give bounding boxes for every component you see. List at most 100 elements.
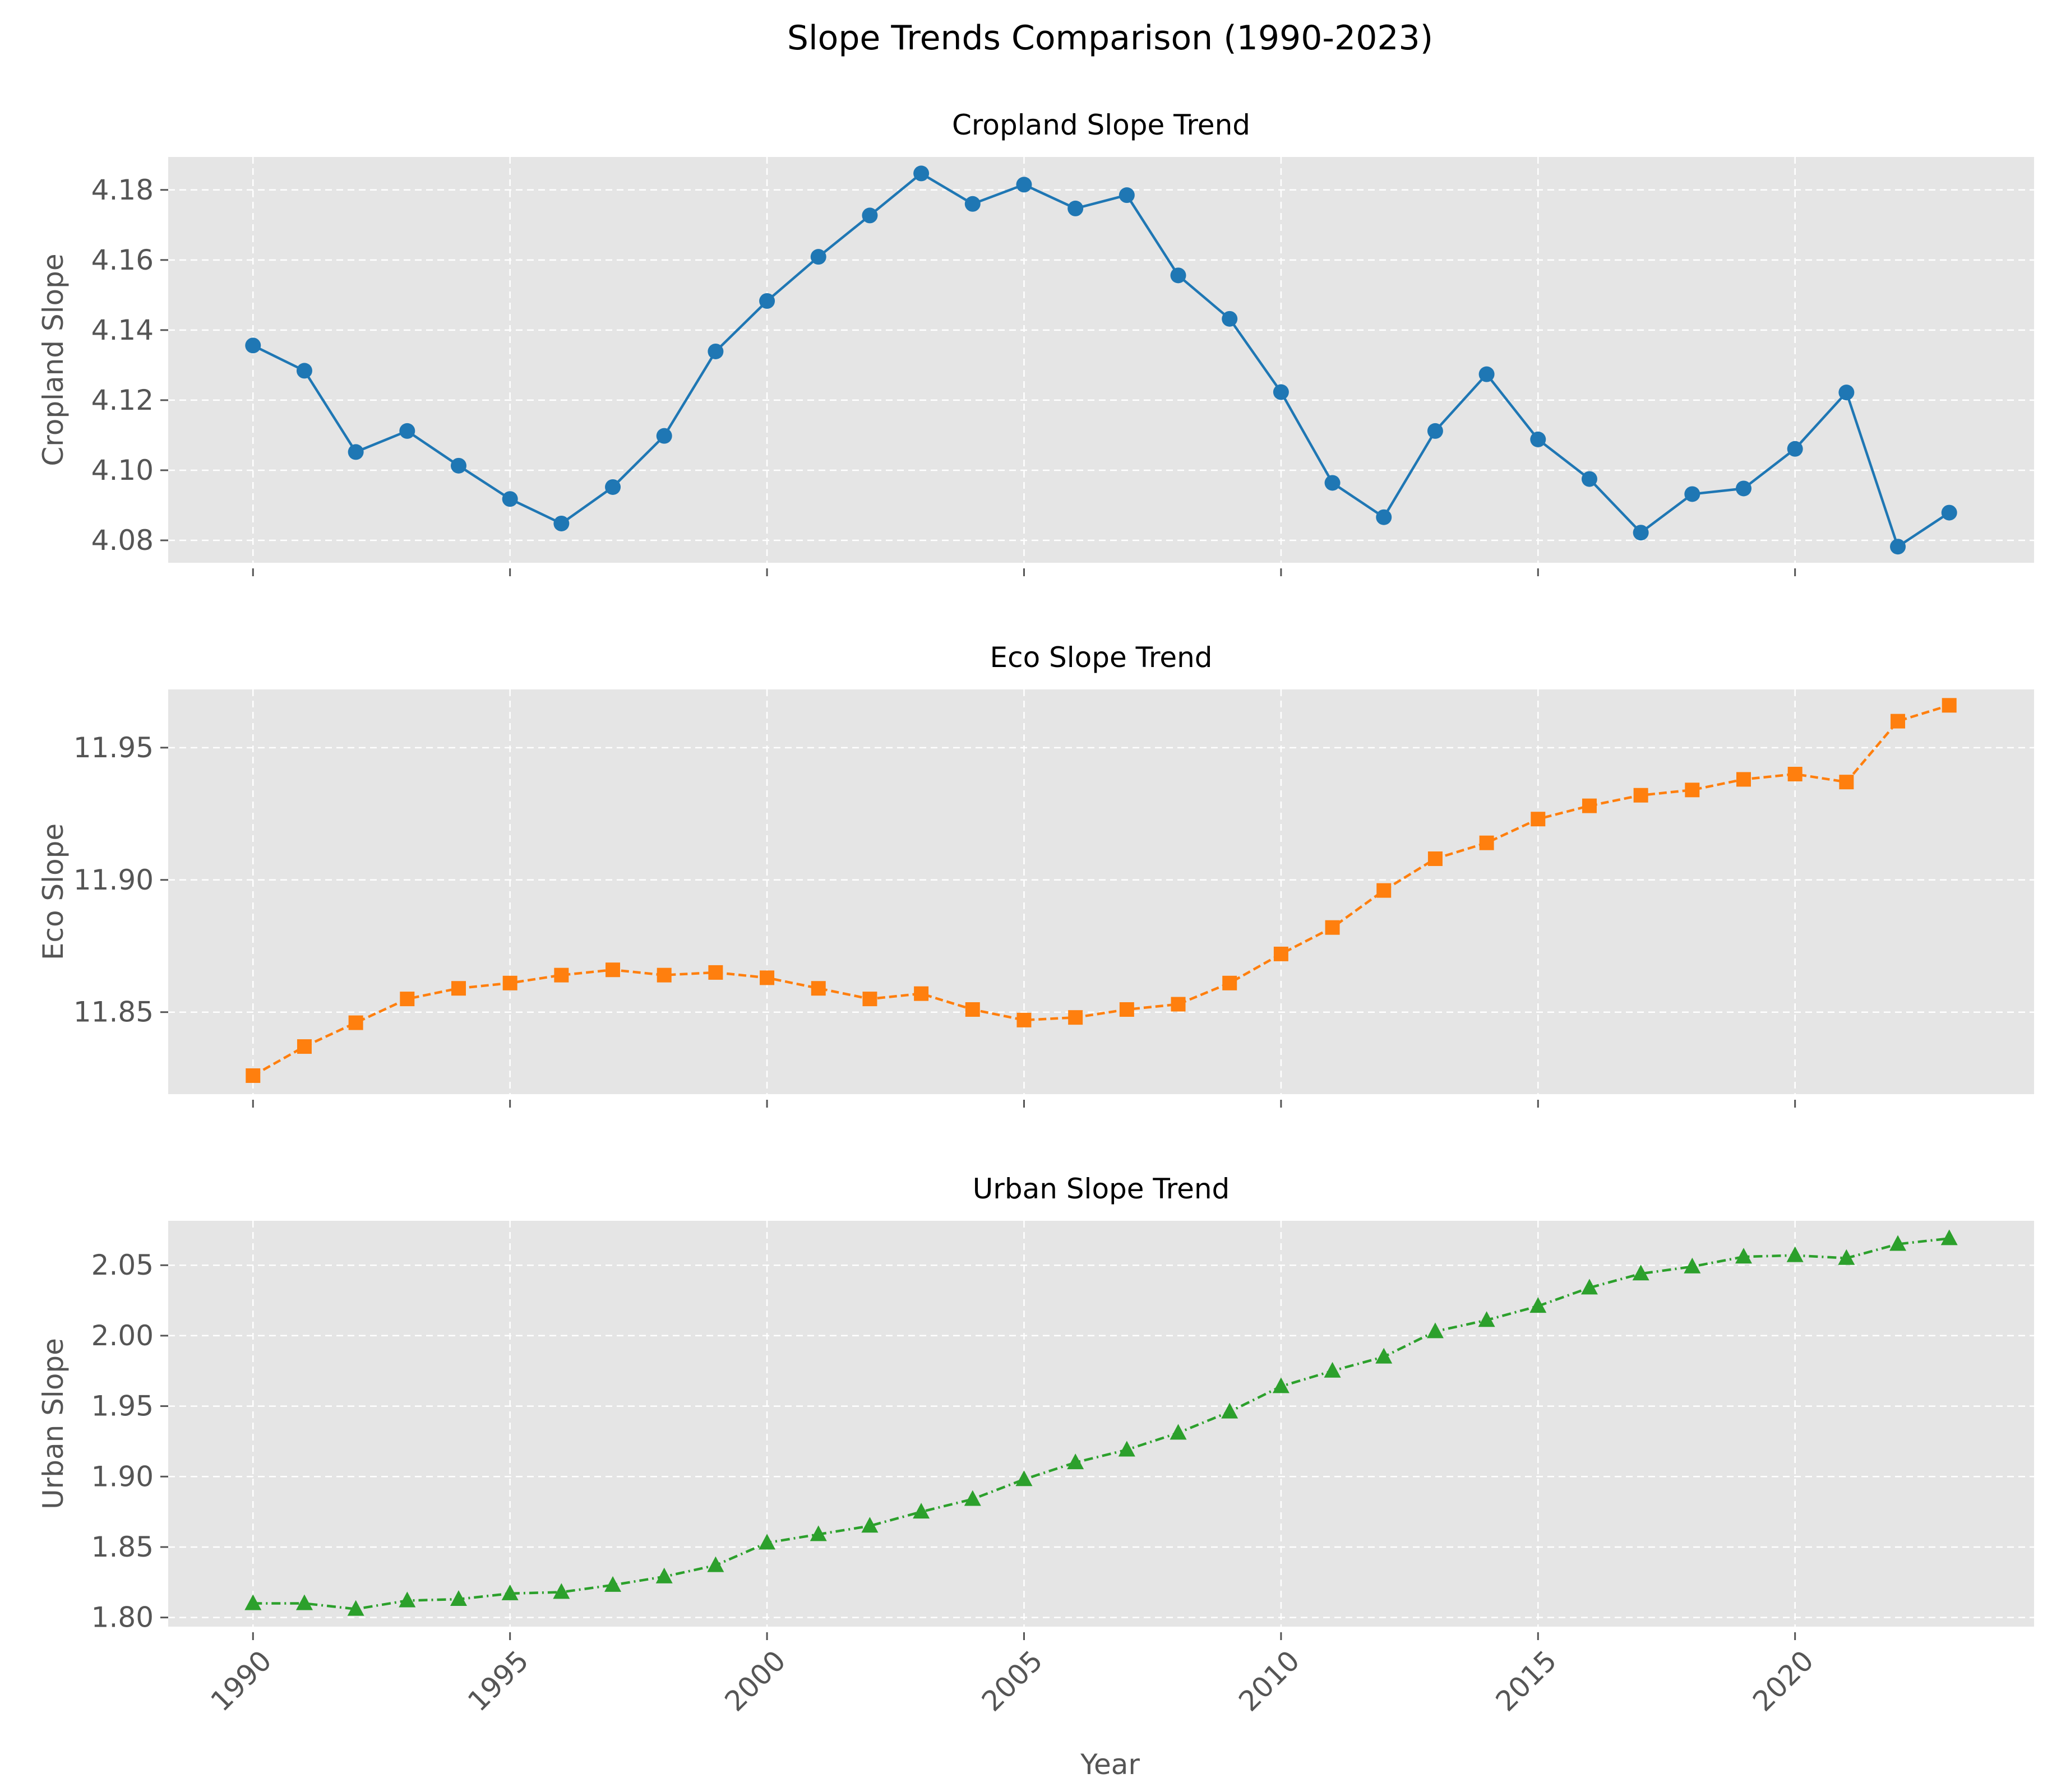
urban-data-point [1889,1235,1907,1251]
urban-data-point [1375,1348,1393,1364]
cropland-data-point [810,249,826,265]
urban-data-point [655,1567,673,1583]
panel-title: Cropland Slope Trend [952,109,1250,141]
eco-data-point [1119,1002,1134,1017]
urban-data-point [1015,1470,1033,1487]
eco-data-point [811,981,826,996]
eco-data-point [400,992,415,1007]
urban-data-point [553,1583,570,1599]
y-tick-label: 4.16 [91,244,154,276]
eco-data-point [606,962,621,978]
urban-data-point [1632,1265,1649,1281]
cropland-data-point [1787,441,1803,457]
eco-data-point [1171,997,1186,1012]
cropland-data-point [399,423,415,439]
urban-data-point [861,1517,879,1533]
x-tick-label: 1995 [461,1644,535,1717]
eco-data-point [1273,946,1288,961]
cropland-data-point [1119,187,1135,203]
cropland-data-point [964,196,981,212]
plot-area [168,689,2034,1094]
y-tick-label: 4.10 [91,454,154,487]
urban-data-point [244,1594,262,1610]
x-tick-label: 2010 [1232,1644,1306,1717]
x-tick-label: 1990 [205,1644,278,1717]
eco-data-point [965,1002,980,1017]
plot-area [168,157,2034,563]
y-tick-label: 1.95 [91,1390,154,1423]
eco-data-point [348,1015,363,1030]
urban-data-point [1272,1377,1290,1393]
eco-data-point [708,965,723,980]
y-tick-label: 1.80 [91,1601,154,1634]
urban-data-point [295,1594,313,1610]
eco-data-point [1376,883,1392,898]
urban-data-point [1580,1279,1598,1295]
urban-data-point [450,1590,467,1606]
cropland-data-point [553,515,570,531]
urban-data-point [707,1556,724,1572]
urban-data-point [1735,1248,1753,1264]
eco-data-point [554,967,569,983]
urban-data-point [1118,1441,1135,1457]
cropland-data-point [1736,480,1752,497]
figure-title: Slope Trends Comparison (1990-2023) [787,18,1433,58]
eco-chart-panel: 11.85 11.90 11.95 Eco Slope Trend Eco Slope [37,641,2034,1108]
urban-data-point [1684,1257,1701,1274]
eco-data-point [1016,1012,1032,1027]
y-axis-label: Eco Slope [37,823,70,960]
eco-data-point [1531,812,1546,827]
eco-data-point [1479,835,1494,850]
x-tick-label: 2000 [719,1644,792,1717]
urban-data-point [913,1503,930,1519]
eco-data-point [914,986,929,1001]
urban-data-point [1529,1297,1547,1313]
cropland-data-point [1890,539,1906,555]
cropland-data-point [1222,311,1238,327]
cropland-data-point [296,363,312,379]
panel-title: Urban Slope Trend [973,1173,1230,1205]
urban-data-point [1067,1453,1084,1470]
y-axis-label: Urban Slope [37,1338,70,1509]
cropland-data-point [1684,486,1700,502]
eco-data-point [1325,920,1340,935]
eco-data-point [451,981,466,996]
eco-data-point [657,967,672,983]
cropland-data-point [1067,200,1084,216]
cropland-data-point [245,337,261,354]
y-tick-label: 4.08 [91,524,154,557]
cropland-data-point [1427,423,1443,439]
cropland-data-point [605,479,621,495]
urban-chart-panel: 1.80 1.85 1.90 1.95 2.00 2.05 Urban Slope Tren… [37,1173,2034,1717]
cropland-data-point [1376,509,1392,525]
cropland-series-line [252,172,1950,548]
cropland-data-point [1633,525,1649,541]
urban-data-point [399,1591,416,1608]
x-tick-label: 2020 [1746,1644,1820,1717]
eco-data-point [246,1068,261,1083]
y-tick-label: 11.85 [73,996,154,1029]
y-tick-label: 4.14 [91,314,154,346]
cropland-data-point [708,343,724,359]
y-tick-label: 1.90 [91,1460,154,1493]
eco-data-point [1685,782,1700,798]
eco-data-point [1068,1010,1083,1025]
x-tick-label: 2005 [976,1644,1049,1717]
eco-data-point [502,975,517,990]
eco-data-point [862,992,877,1007]
eco-data-point [1427,851,1443,867]
eco-data-point [1582,798,1597,813]
urban-data-point [1324,1362,1341,1378]
cropland-data-point [1478,366,1495,382]
x-axis-label: Year [1080,1748,1140,1781]
eco-series-line [252,704,1950,1077]
y-tick-label: 4.18 [91,174,154,206]
cropland-data-point [1941,504,1957,521]
cropland-data-point [1530,431,1546,447]
eco-data-point [1891,714,1906,729]
eco-data-point [760,970,775,985]
eco-data-point [1839,775,1854,790]
plot-area [168,1221,2034,1627]
y-tick-label: 11.95 [73,731,154,764]
urban-data-point [1426,1322,1444,1339]
